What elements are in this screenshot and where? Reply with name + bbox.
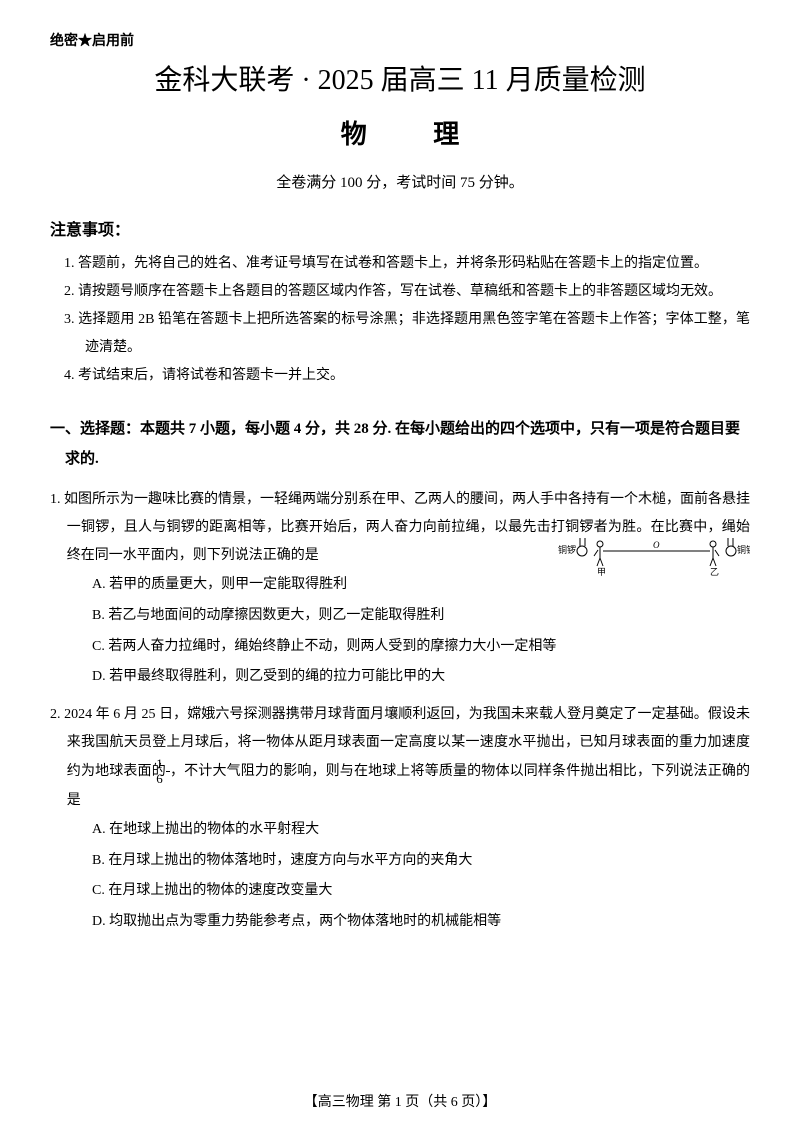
notice-item: 3. 选择题用 2B 铅笔在答题卡上把所选答案的标号涂黑；非选择题用黑色签字笔在… [50, 306, 750, 362]
q2-option-d: D. 均取抛出点为零重力势能参考点，两个物体落地时的机械能相等 [50, 907, 750, 938]
exam-info: 全卷满分 100 分，考试时间 75 分钟。 [50, 171, 750, 192]
diagram-person-b-label: 乙 [710, 567, 719, 577]
diagram-right-gong-label: 铜锣 [737, 544, 750, 555]
notice-item: 2. 请按题号顺序在答题卡上各题目的答题区域内作答，写在试卷、草稿纸和答题卡上的… [50, 278, 750, 306]
q2-option-b: B. 在月球上抛出的物体落地时，速度方向与水平方向的夹角大 [50, 846, 750, 877]
header-label: 绝密★启用前 [50, 30, 750, 50]
page-footer: 【高三物理 第 1 页（共 6 页）】 [0, 1091, 800, 1111]
section-one-heading: 一、选择题：本题共 7 小题，每小题 4 分，共 28 分. 在每小题给出的四个… [50, 414, 750, 474]
q1-option-c: C. 若两人奋力拉绳时，绳始终静止不动，则两人受到的摩擦力大小一定相等 [50, 632, 750, 663]
question-2-text: 2. 2024 年 6 月 25 日，嫦娥六号探测器携带月球背面月壤顺利返回，为… [50, 701, 750, 815]
q1-option-d: D. 若甲最终取得胜利，则乙受到的绳的拉力可能比甲的大 [50, 662, 750, 693]
diagram-left-gong-label: 铜锣 [558, 544, 576, 555]
notice-item: 4. 考试结束后，请将试卷和答题卡一并上交。 [50, 362, 750, 390]
question-1: 1. 如图所示为一趣味比赛的情景，一轻绳两端分别系在甲、乙两人的腰间，两人手中各… [50, 486, 750, 693]
q2-option-c: C. 在月球上抛出的物体的速度改变量大 [50, 876, 750, 907]
q1-option-b: B. 若乙与地面间的动摩擦因数更大，则乙一定能取得胜利 [50, 601, 750, 632]
q2-option-a: A. 在地球上抛出的物体的水平射程大 [50, 815, 750, 846]
main-title: 金科大联考 · 2025 届高三 11 月质量检测 [50, 58, 750, 98]
subject-title: 物 理 [50, 114, 750, 151]
diagram-person-a-label: 甲 [597, 567, 606, 577]
notices-list: 1. 答题前，先将自己的姓名、准考证号填写在试卷和答题卡上，并将条形码粘贴在答题… [50, 250, 750, 390]
notice-item: 1. 答题前，先将自己的姓名、准考证号填写在试卷和答题卡上，并将条形码粘贴在答题… [50, 250, 750, 278]
tug-of-war-diagram: 铜锣 甲 O 乙 铜锣 [550, 538, 750, 578]
diagram-center-label: O [653, 540, 660, 550]
question-2: 2. 2024 年 6 月 25 日，嫦娥六号探测器携带月球背面月壤顺利返回，为… [50, 701, 750, 938]
notices-title: 注意事项： [50, 216, 750, 240]
